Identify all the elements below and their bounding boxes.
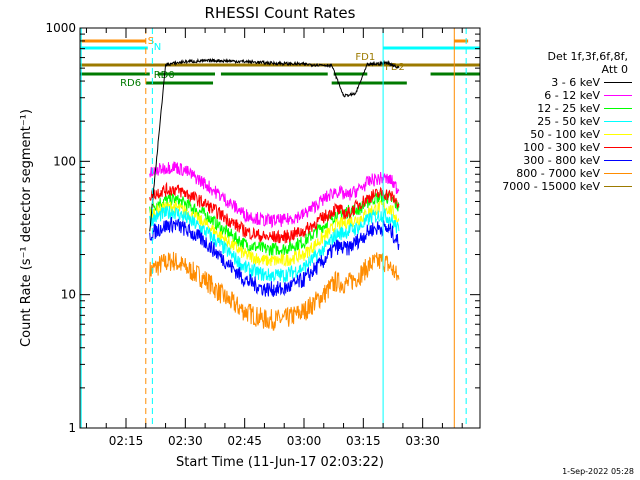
legend-swatch (604, 95, 632, 96)
legend-label: 25 - 50 keV (537, 115, 600, 128)
x-tick-label: 03:00 (287, 434, 322, 448)
x-tick-label: 02:45 (227, 434, 262, 448)
legend-entry: 12 - 25 keV (468, 102, 638, 115)
axis-ticks: 02:15 02:30 02:45 03:00 03:15 03:30 1 10 100 1000 (45, 21, 480, 448)
legend-swatch (604, 147, 632, 148)
legend-label: 50 - 100 keV (530, 128, 600, 141)
x-tick-label: 02:15 (109, 434, 144, 448)
legend-entry: 6 - 12 keV (468, 89, 638, 102)
flag-label-s: S (148, 36, 154, 47)
series-line-12-25keV (149, 190, 400, 256)
legend-label: 3 - 6 keV (551, 76, 600, 89)
legend-label: 7000 - 15000 keV (502, 180, 600, 193)
y-tick-label: 1 (68, 421, 76, 435)
legend-entries: 3 - 6 keV 6 - 12 keV 12 - 25 keV 25 - 50 ke… (468, 76, 638, 193)
y-axis-label: Count Rate (s⁻¹ detector segment⁻¹) (19, 109, 34, 347)
legend-entry: 7000 - 15000 keV (468, 180, 638, 193)
x-axis-label: Start Time (11-Jun-17 02:03:22) (176, 455, 384, 470)
legend-entry: 3 - 6 keV (468, 76, 638, 89)
legend-entry: 800 - 7000 keV (468, 167, 638, 180)
x-tick-label: 02:30 (168, 434, 203, 448)
series-line-25-50keV (149, 205, 400, 284)
flag-label-fd1: FD1 (355, 52, 375, 63)
y-tick-label: 10 (61, 288, 76, 302)
legend-label: 6 - 12 keV (544, 89, 600, 102)
legend: Det 1f,3f,6f,8f, Att 0 3 - 6 keV 6 - 12 k… (468, 50, 638, 193)
legend-swatch (604, 160, 632, 161)
legend-swatch (604, 173, 632, 174)
series-line-3-6keV (149, 57, 400, 232)
x-tick-label: 03:15 (346, 434, 381, 448)
y-tick-label: 100 (53, 154, 76, 168)
legend-entry: 25 - 50 keV (468, 115, 638, 128)
legend-title-line2: Att 0 (601, 63, 628, 76)
legend-entry: 50 - 100 keV (468, 128, 638, 141)
series-line-800-7000keV (149, 251, 400, 331)
flag-vertical-lines (80, 28, 467, 428)
legend-swatch (604, 121, 632, 122)
legend-entry: 100 - 300 keV (468, 141, 638, 154)
series-line-6-12keV (149, 161, 400, 229)
generation-timestamp: 1-Sep-2022 05:28 (562, 467, 634, 476)
flag-label-fd2: FD2 (385, 62, 405, 73)
legend-entry: 300 - 800 keV (468, 154, 638, 167)
flag-label-n: N (154, 42, 161, 53)
chart-title: RHESSI Count Rates (205, 4, 356, 22)
y-tick-label: 1000 (45, 21, 76, 35)
legend-swatch (604, 82, 632, 83)
legend-label: 800 - 7000 keV (516, 167, 600, 180)
series-line-300-800keV (149, 216, 400, 298)
legend-label: 100 - 300 keV (523, 141, 600, 154)
series-layer (149, 57, 400, 331)
legend-swatch (604, 108, 632, 109)
legend-label: 300 - 800 keV (523, 154, 600, 167)
legend-swatch (604, 186, 632, 187)
flag-label-rd6: RD6 (120, 78, 141, 89)
legend-label: 12 - 25 keV (537, 102, 600, 115)
x-tick-label: 03:30 (405, 434, 440, 448)
plot-frame (79, 27, 481, 429)
legend-swatch (604, 134, 632, 135)
series-line-100-300keV (149, 181, 400, 244)
legend-title-line1: Det 1f,3f,6f,8f, (547, 50, 628, 63)
series-line-50-100keV (149, 200, 400, 268)
